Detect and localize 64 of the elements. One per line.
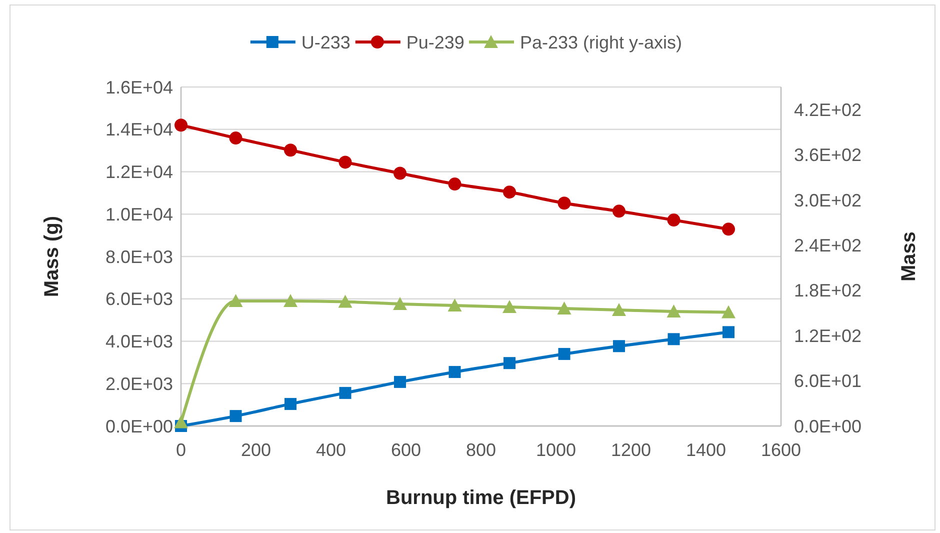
point bbox=[284, 294, 298, 307]
y2-tick-label: 1.8E+02 bbox=[794, 280, 862, 301]
y-tick-label: 1.4E+04 bbox=[105, 120, 173, 140]
point bbox=[339, 386, 352, 399]
y-tick-label: 1.2E+04 bbox=[105, 162, 173, 182]
point bbox=[393, 296, 407, 310]
y2-tick-label: 3.0E+02 bbox=[794, 190, 862, 210]
x-tick-label: 600 bbox=[390, 440, 422, 460]
y2-tick-label: 6.0E+01 bbox=[794, 371, 862, 392]
point bbox=[613, 340, 625, 352]
y2-tick-label: 4.2E+02 bbox=[794, 100, 862, 120]
point bbox=[722, 305, 736, 318]
y2-tick-label: 0.0E+00 bbox=[794, 416, 862, 436]
legend-label: U-233 bbox=[301, 32, 350, 52]
x-tick-label: 1200 bbox=[610, 440, 652, 460]
y2-tick-label: 2.4E+02 bbox=[794, 236, 862, 256]
x-axis-title: Burnup time (EFPD) bbox=[386, 487, 576, 509]
x-tick-label: 0 bbox=[176, 440, 186, 460]
point bbox=[228, 294, 243, 307]
point bbox=[503, 186, 516, 199]
x-tick-label: 1000 bbox=[536, 440, 576, 460]
point bbox=[394, 166, 406, 180]
x-tick-label: 800 bbox=[466, 440, 496, 460]
y-tick-label: 1.6E+04 bbox=[105, 77, 173, 98]
point bbox=[230, 410, 242, 422]
point bbox=[338, 156, 352, 169]
y-tick-label: 1.0E+04 bbox=[105, 204, 173, 224]
point bbox=[504, 357, 516, 370]
point bbox=[174, 118, 188, 132]
point bbox=[612, 204, 626, 218]
x-tick-label: 400 bbox=[316, 440, 346, 460]
legend-label: Pu-239 bbox=[406, 32, 464, 52]
point bbox=[229, 132, 242, 145]
point bbox=[666, 304, 681, 318]
point bbox=[174, 415, 188, 428]
point bbox=[722, 326, 734, 338]
point bbox=[668, 333, 680, 346]
x-tick-label: 1400 bbox=[686, 440, 726, 460]
y2-tick-label: 1.2E+02 bbox=[794, 326, 862, 346]
point bbox=[558, 196, 571, 210]
point bbox=[394, 376, 406, 388]
point bbox=[338, 294, 352, 308]
x-tick-label: 200 bbox=[240, 440, 272, 460]
y2-axis-title: Mass bbox=[898, 231, 920, 282]
point bbox=[557, 301, 572, 314]
y-tick-label: 2.0E+03 bbox=[105, 374, 173, 394]
point bbox=[722, 222, 735, 236]
y-tick-label: 4.0E+03 bbox=[105, 332, 173, 352]
y-axis-title: Mass (g) bbox=[41, 216, 63, 298]
point bbox=[558, 348, 570, 360]
y-tick-label: 8.0E+03 bbox=[105, 246, 173, 267]
point bbox=[667, 214, 680, 227]
y-tick-label: 0.0E+00 bbox=[105, 416, 173, 436]
point bbox=[612, 302, 626, 316]
point bbox=[502, 300, 516, 313]
x-tick-label: 1600 bbox=[760, 440, 802, 460]
point bbox=[448, 298, 462, 312]
point bbox=[284, 144, 297, 157]
point bbox=[448, 178, 462, 191]
legend-label: Pa-233 (right y-axis) bbox=[520, 32, 682, 52]
y-tick-label: 6.0E+03 bbox=[105, 289, 173, 310]
y2-tick-label: 3.6E+02 bbox=[794, 145, 862, 166]
point bbox=[284, 398, 296, 410]
point bbox=[448, 366, 461, 378]
